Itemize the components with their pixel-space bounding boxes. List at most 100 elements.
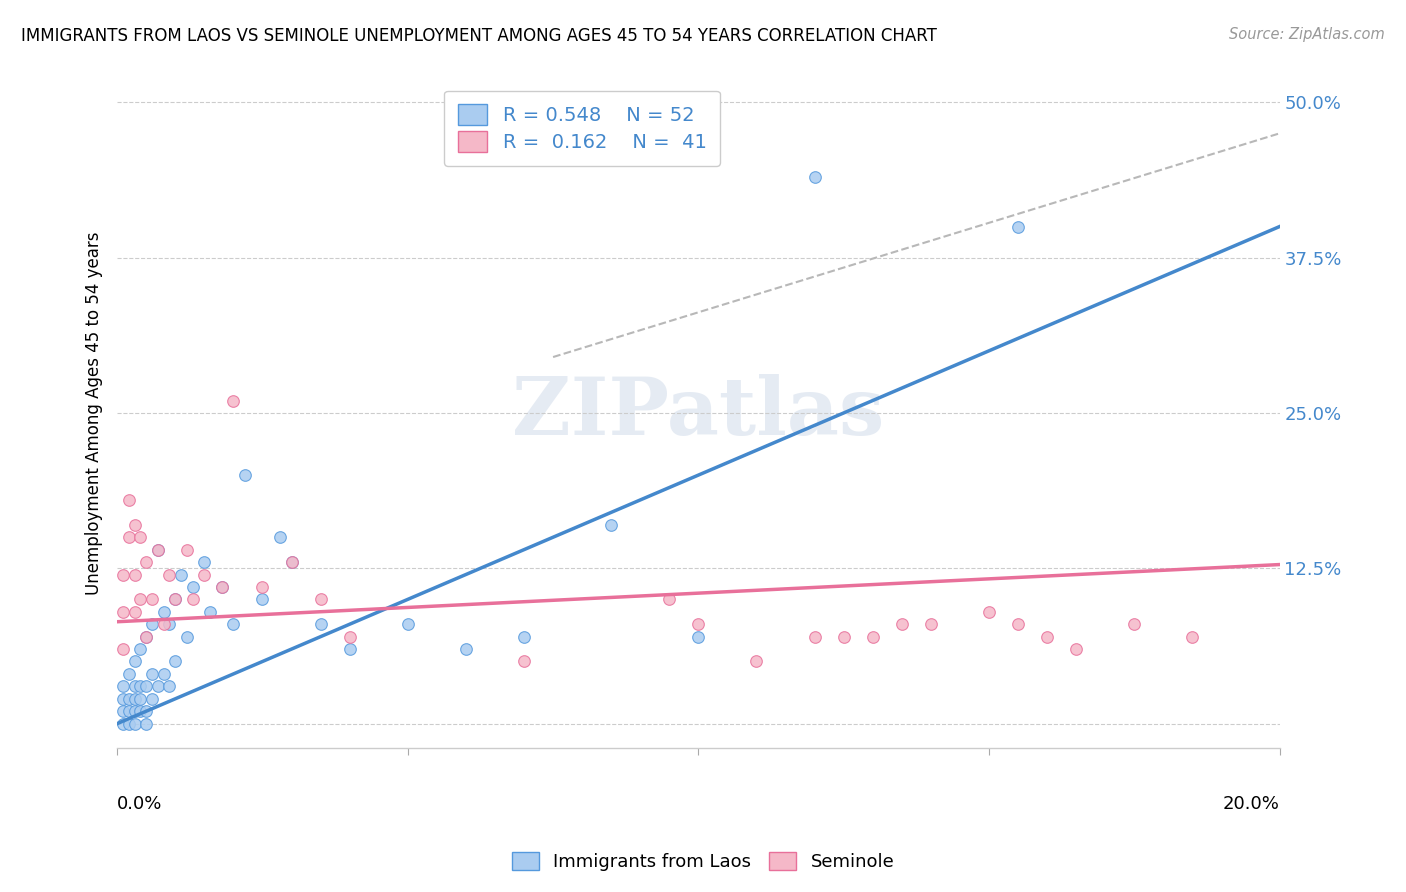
Text: Source: ZipAtlas.com: Source: ZipAtlas.com (1229, 27, 1385, 42)
Point (1007, 617, 1029, 632)
Point (233, 468, 256, 483)
Point (135, 716, 157, 731)
Point (152, 617, 174, 632)
Point (513, 655, 536, 669)
Point (269, 530, 291, 544)
Point (118, 691, 141, 706)
Point (111, 567, 134, 582)
Point (118, 704, 141, 718)
Point (135, 679, 157, 693)
Point (745, 655, 768, 669)
Point (170, 567, 193, 582)
Point (176, 542, 198, 557)
Point (159, 617, 181, 632)
Point (135, 630, 157, 644)
Point (146, 542, 169, 557)
Point (193, 555, 215, 569)
Point (280, 555, 302, 569)
Point (124, 517, 146, 532)
Point (600, 517, 623, 532)
Point (832, 630, 855, 644)
Point (890, 617, 912, 632)
Point (141, 592, 163, 607)
Point (129, 704, 152, 718)
Point (1123, 617, 1146, 632)
Point (141, 691, 163, 706)
Point (159, 567, 181, 582)
Point (129, 642, 152, 657)
Point (339, 630, 361, 644)
Point (129, 691, 152, 706)
Point (1036, 630, 1059, 644)
Point (280, 555, 302, 569)
Point (124, 691, 146, 706)
Point (862, 630, 884, 644)
Point (124, 679, 146, 693)
Point (1007, 219, 1029, 234)
Point (152, 605, 174, 619)
Point (129, 592, 152, 607)
Point (118, 716, 141, 731)
Point (146, 679, 169, 693)
Point (135, 555, 157, 569)
Point (129, 530, 152, 544)
Point (252, 580, 274, 594)
Point (111, 679, 134, 693)
Text: 20.0%: 20.0% (1223, 796, 1279, 814)
Point (1064, 642, 1087, 657)
Point (688, 630, 710, 644)
Point (141, 617, 163, 632)
Point (111, 716, 134, 731)
Point (111, 642, 134, 657)
Point (152, 667, 174, 681)
Point (124, 716, 146, 731)
Point (803, 630, 825, 644)
Point (165, 592, 187, 607)
Point (181, 592, 204, 607)
Point (124, 704, 146, 718)
Text: 0.0%: 0.0% (117, 796, 163, 814)
Point (159, 679, 181, 693)
Point (124, 605, 146, 619)
Point (977, 605, 1000, 619)
Point (222, 617, 245, 632)
Point (176, 630, 198, 644)
Point (396, 617, 419, 632)
Point (222, 393, 245, 408)
Point (1181, 630, 1204, 644)
Point (111, 691, 134, 706)
Point (211, 580, 233, 594)
Point (211, 580, 233, 594)
Point (688, 617, 710, 632)
Point (118, 492, 141, 507)
Point (111, 704, 134, 718)
Point (309, 617, 332, 632)
Point (146, 542, 169, 557)
Point (135, 704, 157, 718)
Point (658, 592, 681, 607)
Point (141, 667, 163, 681)
Point (803, 169, 825, 184)
Y-axis label: Unemployment Among Ages 45 to 54 years: Unemployment Among Ages 45 to 54 years (86, 231, 103, 595)
Point (111, 605, 134, 619)
Point (124, 567, 146, 582)
Point (165, 655, 187, 669)
Point (118, 667, 141, 681)
Point (252, 592, 274, 607)
Text: IMMIGRANTS FROM LAOS VS SEMINOLE UNEMPLOYMENT AMONG AGES 45 TO 54 YEARS CORRELAT: IMMIGRANTS FROM LAOS VS SEMINOLE UNEMPLO… (21, 27, 936, 45)
Point (309, 592, 332, 607)
Point (339, 642, 361, 657)
Point (920, 617, 942, 632)
Point (513, 630, 536, 644)
Point (129, 679, 152, 693)
Legend: Immigrants from Laos, Seminole: Immigrants from Laos, Seminole (505, 845, 901, 879)
Point (181, 580, 204, 594)
Point (198, 605, 221, 619)
Point (165, 592, 187, 607)
Point (118, 530, 141, 544)
Text: ZIPatlas: ZIPatlas (512, 374, 884, 452)
Point (135, 630, 157, 644)
Point (454, 642, 477, 657)
Point (124, 655, 146, 669)
Legend: R = 0.548    N = 52, R =  0.162    N =  41: R = 0.548 N = 52, R = 0.162 N = 41 (444, 90, 720, 166)
